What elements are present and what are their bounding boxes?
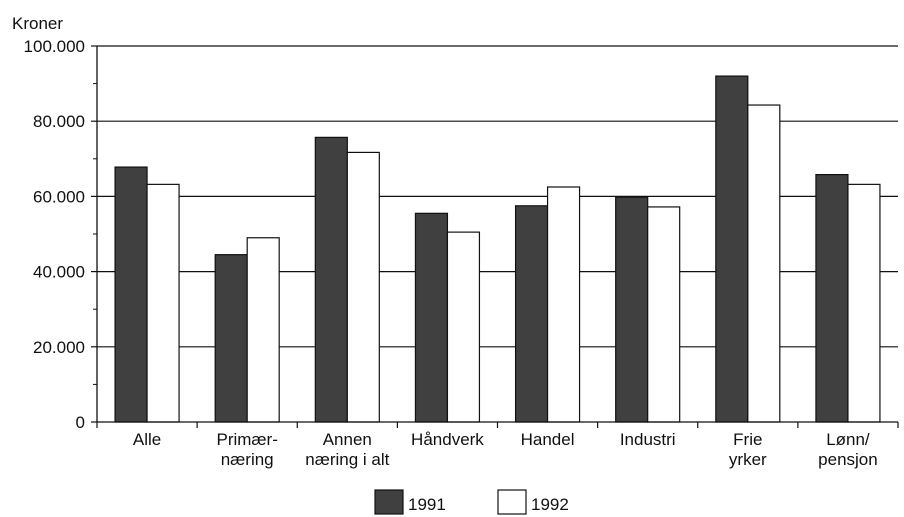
y-tick-label: 100.000: [24, 37, 85, 56]
x-category-label: Handel: [521, 430, 575, 449]
bar-1991: [214, 254, 248, 423]
y-tick-label: 40.000: [33, 263, 85, 282]
bar-1991: [514, 205, 549, 423]
bar-1992: [847, 183, 881, 423]
x-category-label: Annen næring i alt: [305, 430, 389, 469]
x-category-label: Frie yrker: [729, 430, 767, 469]
bar-1992: [647, 206, 681, 423]
bar-1991: [114, 166, 148, 423]
x-category-label: Lønn/pensjon: [818, 430, 878, 469]
y-tick-label: 20.000: [33, 338, 85, 357]
bar-1992: [747, 104, 781, 423]
bar-1991: [815, 173, 849, 423]
x-category-label: Primær-næring: [216, 430, 277, 469]
bar-1991: [615, 196, 649, 423]
y-unit-label: Kroner: [12, 14, 63, 33]
bar-1992: [446, 231, 481, 423]
bar-1992: [146, 183, 180, 423]
y-tick-label: 0: [76, 413, 85, 432]
bar-1992: [546, 186, 581, 423]
legend-swatch-1992: [497, 489, 527, 515]
x-category-label: Alle: [133, 430, 161, 449]
x-category-label: Håndverk: [411, 430, 484, 449]
bar-1991: [414, 212, 449, 423]
x-category-labels: Alle Primær-næring Annen næring i alt Håndve…: [133, 430, 878, 469]
bar-1992: [246, 237, 280, 423]
y-tick-label: 80.000: [33, 112, 85, 131]
axes: [91, 45, 899, 428]
bars: [114, 75, 881, 423]
bar-1991: [314, 136, 348, 423]
bar-1991: [715, 75, 749, 423]
y-tick-label: 60.000: [33, 187, 85, 206]
x-category-label: Industri: [620, 430, 676, 449]
y-tick-labels: 0 20.000 40.000 60.000 80.000 100.000: [24, 37, 85, 432]
legend-swatch-1991: [374, 489, 404, 515]
bar-1992: [346, 151, 380, 423]
legend-label-1992: 1992: [531, 495, 569, 514]
legend: 1991 1992: [374, 489, 569, 515]
legend-label-1991: 1991: [408, 495, 446, 514]
